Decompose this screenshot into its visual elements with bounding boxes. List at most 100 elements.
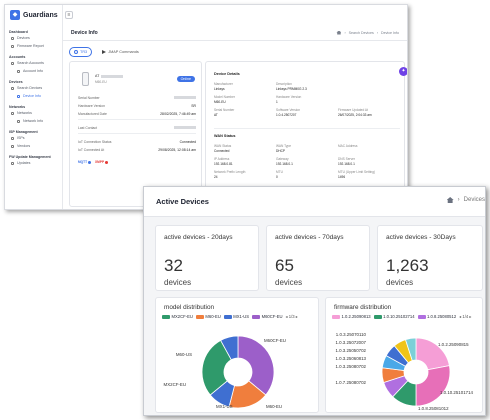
detail-value: 192.168.0.1	[338, 162, 355, 166]
detail-label: MAC Address	[338, 144, 358, 148]
brand[interactable]: ◆ Guardians	[5, 5, 62, 25]
nav-icon	[17, 94, 20, 98]
pie-slice[interactable]	[404, 337, 417, 362]
stat-unit: devices	[386, 278, 414, 287]
legend-item[interactable]: 1.0.8.25080512	[417, 314, 456, 319]
detail-label: Serial Number	[214, 108, 235, 112]
page-title: Device Info	[71, 29, 98, 36]
sidebar-nav: Dashboard Devices Firmware Report Accounts S…	[5, 30, 62, 167]
sidebar-item[interactable]: Account Info	[5, 67, 62, 75]
nav-icon	[17, 69, 20, 73]
detail-cell: Model Number M60-EU	[214, 95, 276, 104]
sidebar-item[interactable]: Vendors	[5, 142, 62, 150]
status-badge: Online	[176, 76, 195, 82]
pie-slice[interactable]	[201, 339, 232, 396]
detail-cell: Firmware Updated At 26/07/2025, 2:04:33 a…	[338, 108, 400, 117]
legend-item[interactable]: 1.0.2.25090813	[332, 314, 371, 319]
collapse-sidebar-button[interactable]: ≡	[65, 11, 73, 19]
legend-item[interactable]: M60CF-EU	[252, 314, 283, 319]
slice-label: 1.0.7.25080702	[335, 380, 366, 385]
device-row: Manufactured Date 28/02/2025, 7:46:49 am	[78, 112, 196, 116]
detail-value: AT	[214, 113, 218, 117]
stat-value: 1,263	[386, 256, 429, 275]
breadcrumb-item[interactable]: Search Devices	[348, 30, 374, 35]
shield-logo-icon: ◆	[10, 10, 20, 20]
home-icon[interactable]	[446, 197, 454, 203]
row-label: Serial Number	[78, 96, 100, 100]
sidebar-item[interactable]: ISPs	[5, 134, 62, 142]
detail-cell: Gateway 192.168.0.1	[276, 157, 338, 166]
slice-label: 1.0.3.25072007	[335, 340, 366, 345]
detail-cell	[338, 95, 400, 104]
sidebar-item[interactable]: Firmware Report	[5, 42, 62, 50]
detail-cell: MTU (Upper Limit Setting) 1496	[338, 170, 400, 179]
nav-section: Dashboard	[9, 30, 28, 34]
row-value: 28/02/2025, 7:46:49 am	[160, 112, 196, 116]
legend-swatch	[417, 314, 426, 319]
sidebar-item[interactable]: Search Accounts	[5, 59, 62, 67]
nav-icon	[11, 36, 14, 40]
detail-value: 192.168.0.81	[214, 162, 233, 166]
sidebar-item[interactable]: Network Info	[5, 117, 62, 125]
legend-label: M60-EU	[205, 314, 221, 319]
tab-jmap-commands[interactable]: JMAP Commands	[98, 48, 143, 56]
slice-label: 1.0.8.25081012	[418, 406, 449, 411]
page-title: Active Devices	[156, 197, 209, 206]
detail-label: IP Address	[214, 157, 230, 161]
legend-item[interactable]: 1.0.10.25102714	[373, 314, 415, 319]
breadcrumb-item: Device Info	[381, 30, 399, 35]
device-row: Last Contact	[78, 126, 196, 130]
detail-value: DHCP	[276, 149, 286, 153]
firmware-pie-chart	[381, 337, 451, 407]
active-devices-window: Active Devices › Devices active devices …	[143, 186, 486, 416]
breadcrumb-item[interactable]: Devices	[463, 197, 485, 203]
sidebar-item[interactable]: Updates	[5, 159, 62, 167]
detail-label: WAN Status	[214, 144, 232, 148]
chart-legend: MX2CF-EU M60-EU MX1-US M60CF-EU ◂ 1/3 ▸	[162, 314, 298, 319]
legend-label: 1.0.2.25090813	[341, 314, 371, 319]
device-name: AT	[95, 74, 124, 78]
chart-legend: 1.0.2.25090813 1.0.10.25102714 1.0.8.25080…	[332, 314, 472, 319]
legend-label: MX1-US	[233, 314, 250, 319]
detail-cell: DNS Server 192.168.0.1	[338, 157, 400, 166]
tab-tr3[interactable]: TR3	[69, 47, 93, 57]
wan-status-heading: WAN Status	[214, 134, 236, 138]
legend-item[interactable]: M60-EU	[195, 314, 221, 319]
legend-swatch	[252, 314, 261, 319]
sidebar-item-label: Firmware Report	[17, 44, 44, 48]
legend-item[interactable]: MX1-US	[223, 314, 250, 319]
chart-title: model distribution	[164, 304, 215, 311]
globe-icon	[74, 50, 78, 54]
pie-slice[interactable]	[237, 335, 275, 396]
slice-label: 1.0.10.25101714	[440, 390, 473, 395]
nav-section: Networks	[9, 105, 26, 109]
detail-value: 26/07/2025, 2:04:33 am	[338, 113, 372, 117]
detail-cell: WAN Type DHCP	[276, 144, 338, 153]
router-image	[82, 72, 89, 86]
sidebar-item-label: Search Accounts	[17, 61, 44, 65]
sidebar-item[interactable]: Devices	[5, 34, 62, 42]
model-pie-chart	[201, 335, 275, 409]
pie-slice[interactable]	[220, 335, 239, 361]
row-value: SR	[191, 104, 196, 108]
sidebar-item-label: Device Info	[23, 94, 41, 98]
sidebar-item-label: Search Devices	[17, 86, 43, 90]
legend-pager[interactable]: ◂ 1/4 ▸	[459, 314, 472, 319]
sidebar-item[interactable]: Device Info	[5, 92, 62, 100]
nav-section: ISP Management	[9, 130, 38, 134]
sidebar-item[interactable]: Search Devices	[5, 84, 62, 92]
nav-icon	[17, 119, 20, 123]
detail-value: 1	[276, 100, 278, 104]
stat-card-20days: active devices - 20days 32 devices	[155, 225, 259, 291]
mqtt-tag: MQTT	[78, 160, 92, 164]
detail-label: Hardware Version	[276, 95, 302, 99]
pie-slice[interactable]	[415, 365, 451, 407]
home-icon[interactable]	[336, 30, 342, 35]
detail-label: Network Prefix Length	[214, 170, 246, 174]
breadcrumb: › Devices	[446, 197, 485, 203]
nav-icon	[11, 44, 14, 48]
legend-pager[interactable]: ◂ 1/3 ▸	[285, 314, 298, 319]
assistant-button[interactable]: ✦	[399, 67, 407, 76]
legend-item[interactable]: MX2CF-EU	[162, 314, 193, 319]
sidebar-item[interactable]: Networks	[5, 109, 62, 117]
